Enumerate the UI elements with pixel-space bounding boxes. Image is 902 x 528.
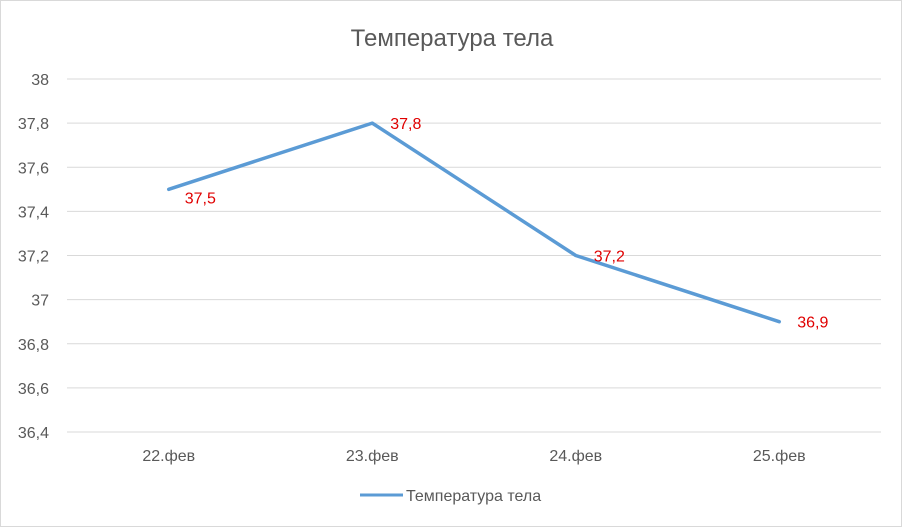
chart-title: Температура тела bbox=[351, 25, 554, 52]
y-axis-ticks: 36,4 36,6 36,8 37 37,2 37,4 37,6 37,8 38 bbox=[18, 72, 49, 442]
y-tick-label: 37,4 bbox=[18, 204, 49, 221]
y-tick-label: 37,8 bbox=[18, 116, 49, 133]
x-tick-label: 24.фев bbox=[549, 448, 602, 465]
y-tick-label: 37,2 bbox=[18, 249, 49, 266]
x-tick-label: 23.фев bbox=[346, 448, 399, 465]
y-tick-label: 36,4 bbox=[18, 425, 49, 442]
x-tick-label: 22.фев bbox=[142, 448, 195, 465]
data-label: 37,8 bbox=[390, 116, 421, 133]
series-group bbox=[169, 123, 780, 322]
legend-label: Температура тела bbox=[406, 488, 541, 505]
x-axis-ticks: 22.фев 23.фев 24.фев 25.фев bbox=[142, 448, 805, 465]
legend: Температура тела bbox=[360, 488, 541, 505]
y-tick-label: 37 bbox=[31, 293, 49, 310]
data-label: 37,2 bbox=[594, 249, 625, 266]
grid-lines bbox=[67, 79, 881, 432]
y-tick-label: 38 bbox=[31, 72, 49, 89]
y-tick-label: 36,8 bbox=[18, 337, 49, 354]
y-tick-label: 36,6 bbox=[18, 381, 49, 398]
data-label: 36,9 bbox=[797, 315, 828, 332]
x-tick-label: 25.фев bbox=[753, 448, 806, 465]
series-line bbox=[169, 123, 780, 322]
y-tick-label: 37,6 bbox=[18, 160, 49, 177]
data-label: 37,5 bbox=[185, 190, 216, 207]
